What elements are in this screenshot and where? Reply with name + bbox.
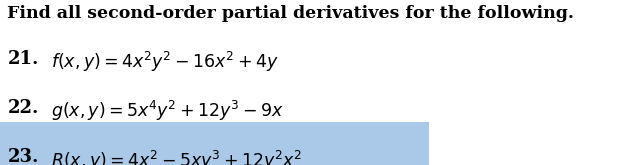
Text: $R(x, y) = 4x^2 - 5xy^3 + 12y^2x^2$: $R(x, y) = 4x^2 - 5xy^3 + 12y^2x^2$ <box>51 148 302 165</box>
FancyBboxPatch shape <box>0 122 429 165</box>
Text: 21.: 21. <box>7 50 39 67</box>
Text: 22.: 22. <box>7 99 39 117</box>
Text: $g(x, y) = 5x^4y^2 + 12y^3 - 9x$: $g(x, y) = 5x^4y^2 + 12y^3 - 9x$ <box>51 99 283 123</box>
Text: $f(x, y) = 4x^2y^2 - 16x^2 + 4y$: $f(x, y) = 4x^2y^2 - 16x^2 + 4y$ <box>51 50 278 74</box>
Text: Find all second-order partial derivatives for the following.: Find all second-order partial derivative… <box>7 5 574 22</box>
Text: 23.: 23. <box>7 148 39 165</box>
